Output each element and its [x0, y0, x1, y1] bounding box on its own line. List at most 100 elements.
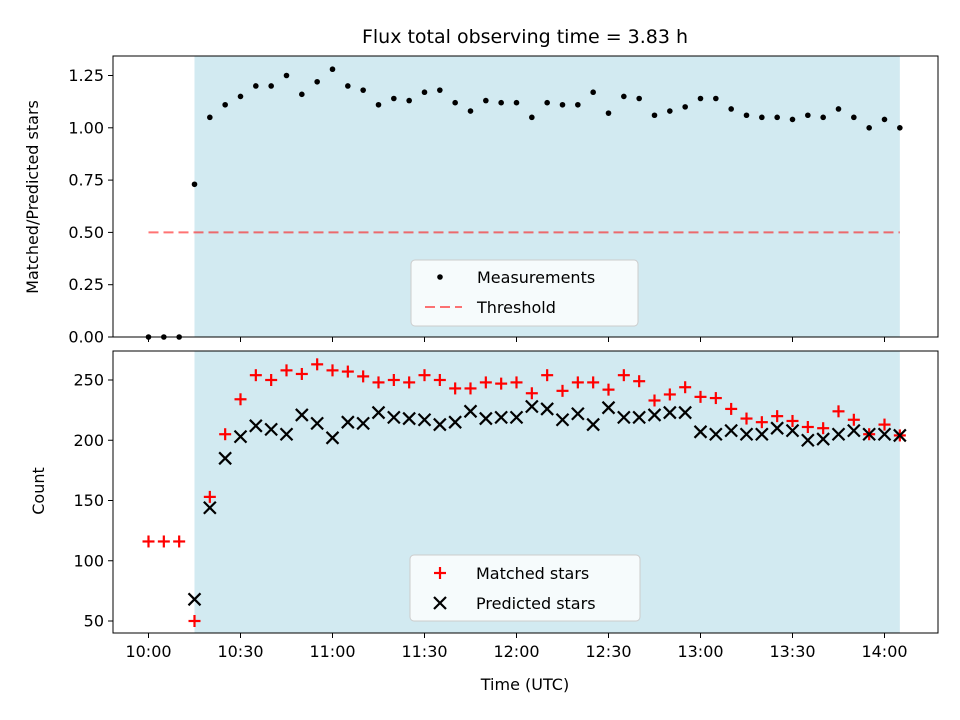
- x-tick-label: 11:30: [401, 642, 447, 661]
- matched-star-point: [633, 375, 646, 388]
- measurement-point: [406, 97, 412, 104]
- measurement-point: [544, 99, 550, 106]
- matched-star-point: [433, 374, 446, 386]
- bottom-y-tick-label: 250: [73, 371, 104, 390]
- predicted-star-point: [187, 592, 202, 607]
- matched-star-point: [418, 369, 431, 382]
- matched-star-point: [326, 364, 339, 377]
- predicted-star-point: [433, 417, 447, 432]
- matched-star-point: [157, 535, 170, 548]
- predicted-star-point: [295, 408, 309, 422]
- matched-star-point: [403, 376, 416, 389]
- x-tick-label: 13:30: [769, 642, 815, 661]
- bottom-y-tick-label: 200: [73, 431, 104, 450]
- predicted-star-point: [356, 416, 370, 431]
- predicted-star-point: [341, 415, 355, 429]
- matched-star-point: [203, 490, 216, 503]
- predicted-star-point: [540, 402, 554, 416]
- predicted-star-point: [601, 400, 616, 415]
- measurement-point: [283, 72, 290, 79]
- measurement-point: [605, 110, 612, 116]
- top-plot-frame: [112, 55, 939, 338]
- measurement-point: [375, 101, 382, 108]
- matched-star-point: [495, 377, 508, 390]
- predicted-star-point: [739, 427, 754, 442]
- measurement-point: [452, 99, 458, 106]
- top-x-axis-ticks: [148, 337, 885, 342]
- matched-star-point: [694, 390, 707, 403]
- x-tick-label: 12:30: [585, 642, 631, 661]
- bottom-y-tick-label: 50: [84, 612, 104, 631]
- measurement-point: [529, 114, 535, 121]
- bottom-y-tick-label: 150: [73, 491, 104, 510]
- predicted-star-point: [647, 408, 662, 422]
- x-axis-label: Time (UTC): [480, 675, 569, 694]
- measurement-point: [575, 101, 581, 108]
- matched-star-point: [878, 418, 891, 431]
- measurement-point: [881, 116, 888, 123]
- measurement-point: [820, 114, 826, 121]
- bottom-x-axis: 10:00 10:30 11:00 11:30 12:00 12:30 13:00 13:30…: [125, 633, 908, 661]
- measurement-point: [897, 125, 903, 131]
- matched-star-point: [817, 422, 830, 435]
- matched-star-point: [679, 381, 692, 394]
- measurement-point: [268, 83, 274, 89]
- predicted-star-point: [525, 399, 539, 414]
- predicted-star-point: [310, 416, 324, 431]
- measurement-point: [805, 112, 811, 119]
- bottom-panel: 50 100 150 200 250 10:00 10:30 11:00 11:30 12:00…: [29, 350, 939, 694]
- legend-measurements-marker: [437, 274, 443, 280]
- matched-star-point: [449, 382, 462, 395]
- matched-star-point: [372, 376, 385, 389]
- matched-star-point: [617, 369, 630, 382]
- measurement-point: [636, 95, 642, 102]
- legend-threshold-label: Threshold: [476, 298, 556, 317]
- matched-star-point: [755, 416, 768, 429]
- predicted-star-point: [632, 410, 646, 425]
- matched-star-point: [280, 364, 293, 377]
- predicted-star-point: [831, 427, 846, 442]
- predicted-star-point: [678, 405, 692, 420]
- predicted-star-point: [463, 404, 478, 419]
- x-tick-label: 10:30: [217, 642, 263, 661]
- matched-star-point: [725, 402, 738, 415]
- x-tick-label: 13:00: [677, 642, 723, 661]
- predicted-star-point: [249, 419, 263, 433]
- predicted-star-point: [325, 431, 340, 445]
- legend-measurements-label: Measurements: [477, 268, 595, 287]
- matched-star-point: [587, 376, 600, 389]
- measurement-point: [621, 93, 627, 100]
- legend-matched-label: Matched stars: [476, 564, 589, 583]
- predicted-star-point: [555, 412, 570, 427]
- x-tick-label: 12:00: [493, 642, 539, 661]
- measurement-point: [743, 112, 750, 119]
- measurement-point: [253, 83, 259, 89]
- matched-star-point: [510, 376, 523, 389]
- top-y-tick-label: 1.25: [68, 66, 104, 85]
- x-tick-label: 11:00: [309, 642, 355, 661]
- matched-star-point: [357, 370, 370, 383]
- matched-star-point: [265, 374, 278, 386]
- matched-star-point: [341, 365, 354, 378]
- legend-predicted-marker: [433, 596, 447, 610]
- legend-predicted-label: Predicted stars: [476, 594, 596, 613]
- matched-star-point: [648, 394, 661, 407]
- matched-star-point: [847, 413, 860, 426]
- predicted-star-point: [371, 405, 386, 420]
- measurement-point: [590, 89, 596, 96]
- predicted-star-point: [402, 411, 416, 426]
- predicted-star-point: [801, 433, 815, 448]
- measurement-point: [360, 87, 366, 93]
- matched-star-point: [832, 405, 845, 418]
- x-tick-label: 14:00: [861, 642, 907, 661]
- predicted-star-point: [663, 405, 677, 420]
- predicted-star-point: [847, 423, 861, 438]
- measurement-point: [559, 101, 566, 108]
- matched-star-point: [387, 374, 400, 386]
- matched-star-point: [142, 535, 155, 548]
- predicted-star-point: [755, 427, 769, 442]
- x-tick-label: 10:00: [125, 642, 171, 661]
- predicted-star-point: [264, 422, 278, 437]
- predicted-star-point: [571, 406, 585, 421]
- predicted-star-point: [233, 429, 248, 444]
